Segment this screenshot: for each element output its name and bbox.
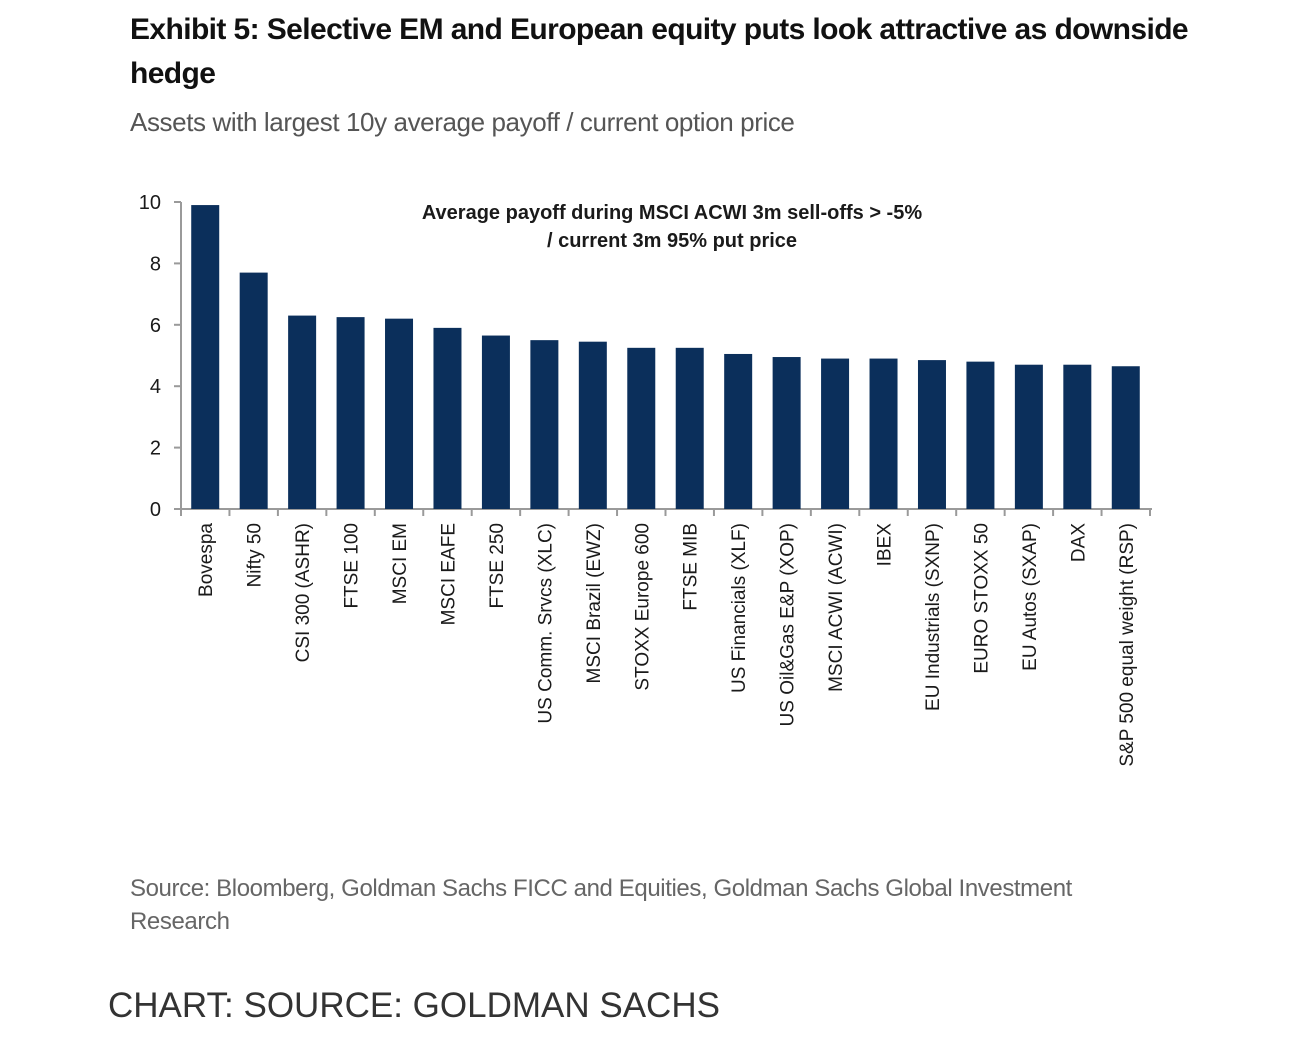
y-tick-label: 0: [150, 499, 161, 521]
bar-s-p-500-equal-weight-rsp: [1111, 366, 1140, 509]
x-category-label: US Comm. Srvcs (XLC): [535, 523, 556, 724]
y-tick-label: 2: [150, 438, 161, 460]
x-category-label: Nifty 50: [245, 523, 266, 587]
x-category-label: S&P 500 equal weight (RSP): [1117, 523, 1138, 767]
x-category-label: FTSE MIB: [681, 523, 702, 611]
bar-us-financials-xlf: [724, 353, 753, 509]
x-category-label: IBEX: [875, 523, 896, 567]
y-tick-label: 6: [150, 315, 161, 337]
x-category-label: EU Industrials (SXNP): [923, 523, 944, 711]
bar-us-oil-gas-e-p-xop: [772, 357, 801, 509]
category-label-layer: Bovespa Nifty 50 CSI 300 (ASHR) FTSE 100 MSC…: [196, 523, 1138, 767]
x-category-label: FTSE 100: [342, 523, 363, 609]
chart-annotation-line: / current 3m 95% put price: [547, 230, 797, 252]
x-category-label: EURO STOXX 50: [971, 523, 992, 674]
y-tick-label: 4: [150, 376, 161, 398]
x-category-label: Bovespa: [196, 523, 217, 597]
bar-layer: [191, 205, 1140, 509]
x-category-label: MSCI EM: [390, 523, 411, 604]
bar-ftse-mib: [675, 347, 704, 509]
y-tick-label: 10: [139, 192, 161, 214]
bar-msci-brazil-ewz: [578, 341, 607, 509]
chart-annotation: Average payoff during MSCI ACWI 3m sell-…: [422, 202, 922, 252]
chart-title: Exhibit 5: Selective EM and European equ…: [130, 8, 1190, 96]
bar-csi-300-ashr: [288, 315, 317, 509]
chart-credit: CHART: SOURCE: GOLDMAN SACHS: [108, 986, 720, 1025]
y-tick-label: 8: [150, 253, 161, 275]
x-category-label: US Financials (XLF): [729, 523, 750, 693]
chart-title-line-2: hedge: [130, 57, 216, 90]
bar-msci-eafe: [433, 327, 462, 509]
bar-msci-acwi-acwi: [821, 358, 850, 509]
bar-eu-autos-sxap: [1014, 364, 1043, 509]
bar-nifty-50: [239, 272, 268, 509]
bar-ibex: [869, 358, 898, 509]
chart-annotation-line: Average payoff during MSCI ACWI 3m sell-…: [422, 202, 922, 224]
x-category-label: MSCI Brazil (EWZ): [584, 523, 605, 683]
x-category-label: MSCI EAFE: [438, 523, 459, 625]
x-category-label: EU Autos (SXAP): [1020, 523, 1041, 671]
x-category-label: US Oil&Gas E&P (XOP): [778, 523, 799, 726]
bar-us-comm-srvcs-xlc: [530, 340, 559, 509]
bar-dax: [1063, 364, 1092, 509]
bar-ftse-250: [481, 335, 510, 509]
chart-subtitle: Assets with largest 10y average payoff /…: [130, 107, 795, 137]
bar-eu-industrials-sxnp: [917, 360, 946, 509]
x-category-label: MSCI ACWI (ACWI): [826, 523, 847, 692]
x-category-label: CSI 300 (ASHR): [293, 523, 314, 662]
bar-msci-em: [385, 318, 414, 509]
x-category-label: FTSE 250: [487, 523, 508, 609]
bar-chart: 0 2 4 6 8 10 Bovespa Nifty 50 CSI 300 (ASHR) FTS…: [139, 192, 1152, 767]
x-category-label: STOXX Europe 600: [632, 523, 653, 691]
x-category-label: DAX: [1068, 523, 1089, 562]
source-note: Source: Bloomberg, Goldman Sachs FICC an…: [130, 875, 1072, 935]
bar-bovespa: [191, 205, 220, 509]
bar-euro-stoxx-50: [966, 361, 995, 509]
chart-title-line-1: Exhibit 5: Selective EM and European equ…: [130, 13, 1189, 46]
bar-stoxx-europe-600: [627, 347, 656, 509]
bar-ftse-100: [336, 317, 365, 509]
